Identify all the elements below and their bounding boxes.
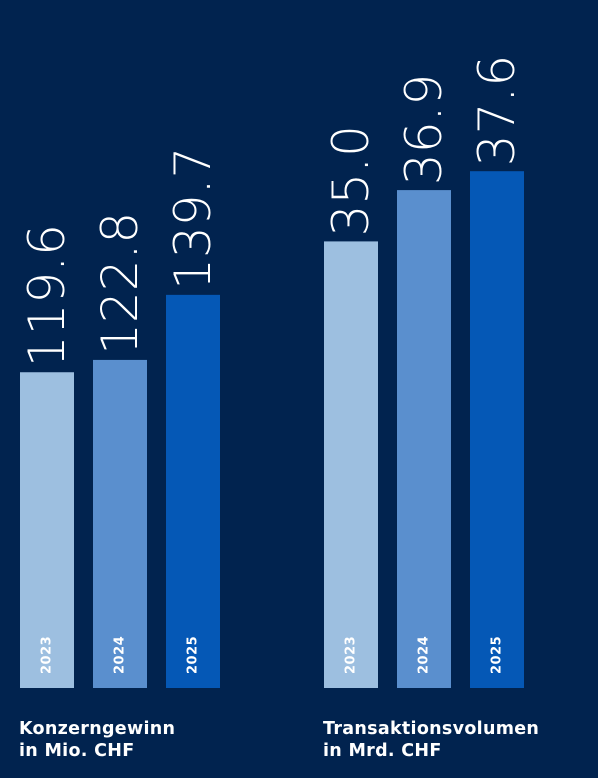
konzerngewinn-value-label-2024: 122.8 (91, 212, 149, 355)
transaktionsvolumen-value-label-2023: 35.0 (322, 125, 380, 236)
transaktionsvolumen-category-label-2023: 2023 (344, 636, 359, 674)
konzerngewinn-category-label-2024: 2024 (113, 636, 128, 674)
konzerngewinn-category-label-2025: 2025 (186, 636, 201, 674)
transaktionsvolumen-bar-2025 (470, 171, 524, 688)
konzerngewinn-title: Konzerngewinn (19, 719, 176, 739)
transaktionsvolumen-value-label-2024: 36.9 (395, 74, 453, 185)
konzerngewinn-caption: Konzerngewinn in Mio. CHF (19, 718, 175, 762)
konzerngewinn-unit: in Mio. CHF (19, 741, 135, 761)
konzerngewinn-value-label-2025: 139.7 (164, 147, 222, 290)
konzerngewinn-bar-2024 (93, 359, 147, 688)
konzerngewinn-value-label-2023: 119.6 (18, 224, 76, 367)
transaktionsvolumen-category-label-2025: 2025 (490, 636, 505, 674)
transaktionsvolumen-bar-2023 (324, 241, 378, 688)
transaktionsvolumen-value-label-2025: 37.6 (468, 55, 526, 166)
transaktionsvolumen-caption: Transaktionsvolumen in Mrd. CHF (323, 718, 539, 762)
transaktionsvolumen-category-label-2024: 2024 (417, 636, 432, 674)
konzerngewinn-chart: 119.6 2023 122.8 2024 139.7 2025 (18, 147, 222, 688)
transaktionsvolumen-unit: in Mrd. CHF (323, 741, 442, 761)
transaktionsvolumen-title: Transaktionsvolumen (323, 719, 540, 739)
transaktionsvolumen-chart: 35.0 2023 36.9 2024 37.6 2025 (322, 55, 526, 688)
konzerngewinn-bar-2025 (166, 294, 220, 688)
konzerngewinn-bar-2023 (20, 372, 74, 688)
transaktionsvolumen-bar-2024 (397, 190, 451, 688)
konzerngewinn-category-label-2023: 2023 (40, 636, 55, 674)
